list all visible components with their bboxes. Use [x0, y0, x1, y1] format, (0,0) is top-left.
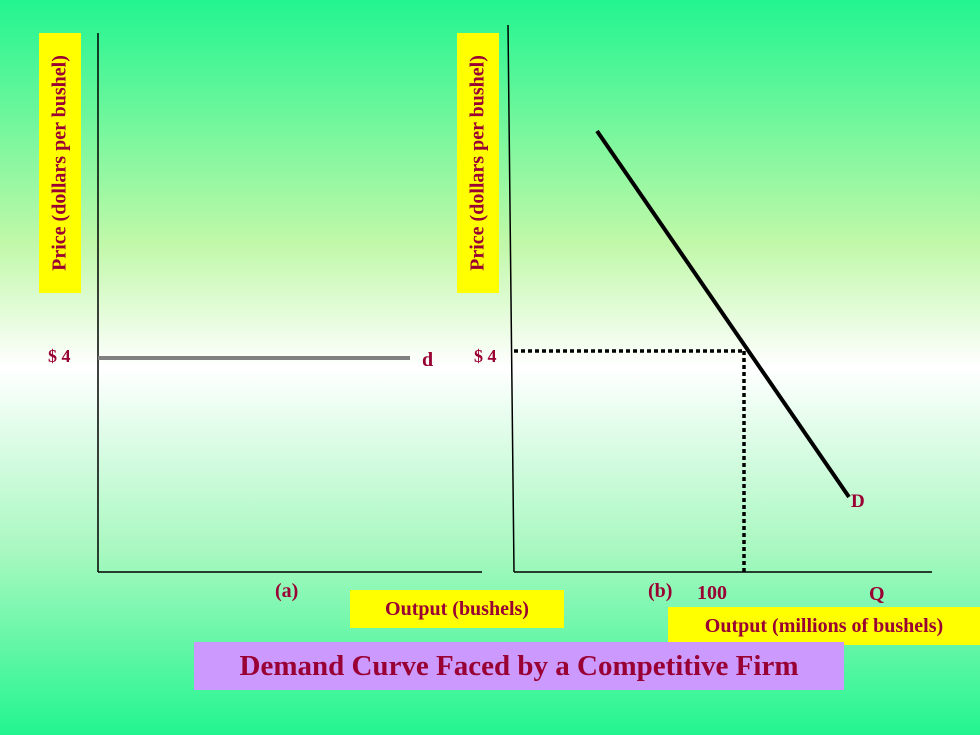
slide-title: Demand Curve Faced by a Competitive Firm: [194, 642, 844, 690]
panel-b-x-axis-label: Output (millions of bushels): [668, 607, 980, 645]
panel-a-price-tick: $ 4: [48, 346, 71, 366]
panel-a-label: (a): [275, 580, 298, 602]
panel-b-series-label-D: D: [851, 491, 865, 512]
panel-b-y-axis-label-text: Price (dollars per bushel): [466, 55, 489, 271]
panel-b-y-axis-label: Price (dollars per bushel): [457, 33, 499, 293]
panel-b-q-axis-symbol: Q: [869, 583, 885, 605]
panel-a-series-label-d: d: [422, 349, 433, 371]
panel-b-label: (b): [648, 580, 672, 602]
panel-b-quantity-tick: 100: [697, 582, 727, 604]
panel-a-x-axis-label: Output (bushels): [350, 590, 564, 628]
panel-a-y-axis-label: Price (dollars per bushel): [39, 33, 81, 293]
panel-b-price-tick: $ 4: [474, 346, 497, 366]
panel-a-y-axis-label-text: Price (dollars per bushel): [48, 55, 71, 271]
panel-b-y-axis: [507, 24, 515, 573]
market-demand-line-D: [595, 129, 851, 499]
